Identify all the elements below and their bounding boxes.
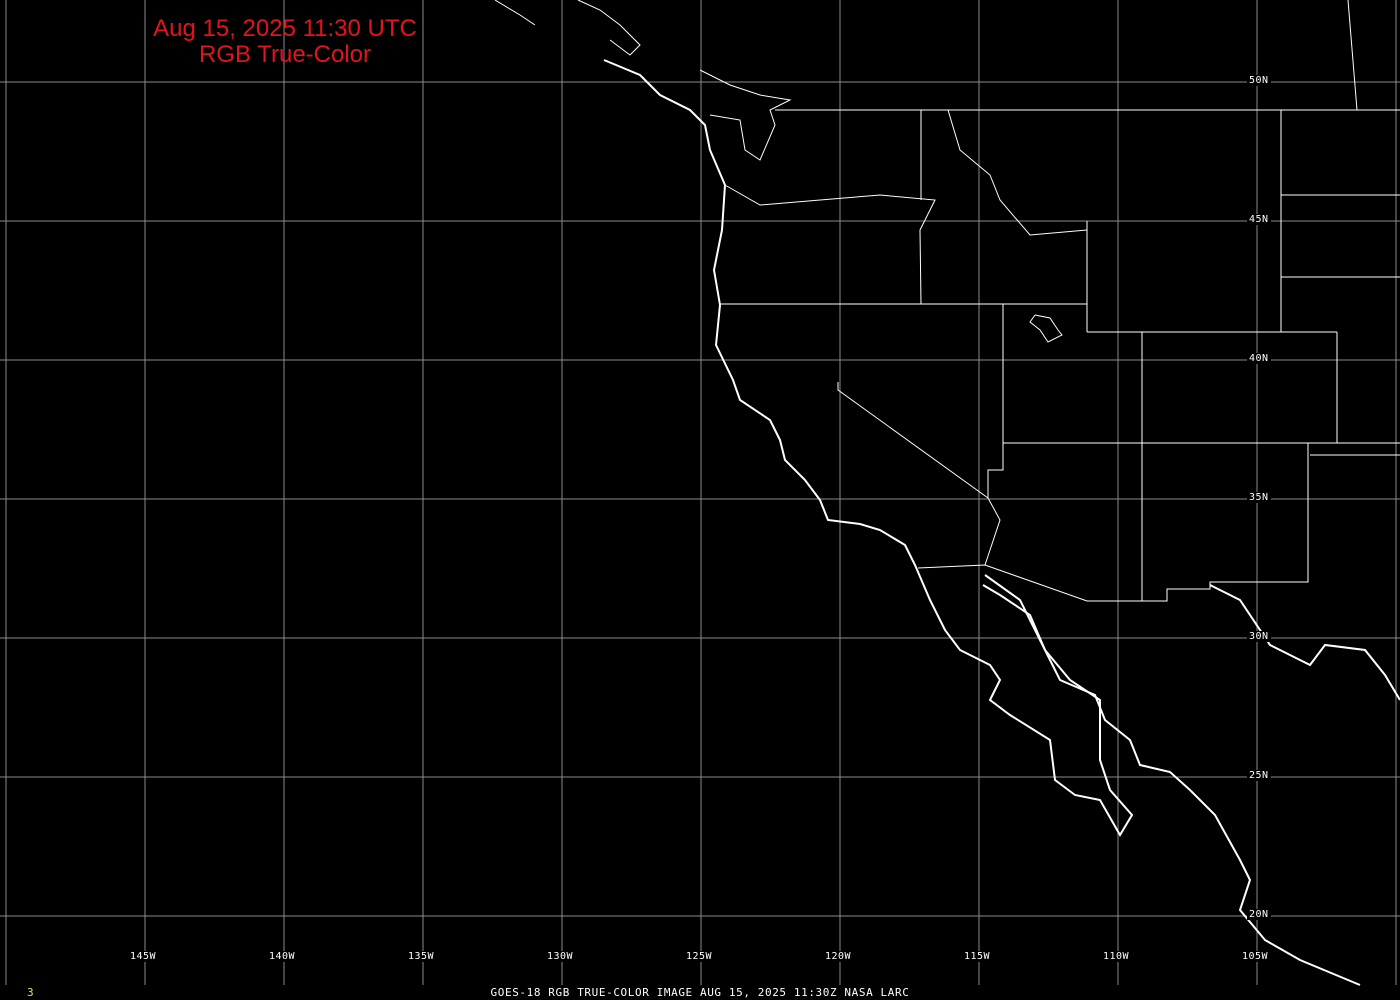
- coastline-baja-california: [603, 59, 1134, 837]
- title-timestamp: Aug 15, 2025 11:30 UTC: [153, 15, 417, 42]
- frame-number: 3: [27, 986, 34, 999]
- title-product: RGB True-Color: [198, 41, 372, 68]
- great-salt-lake: [1029, 314, 1063, 343]
- coastline-canada: [494, 0, 536, 26]
- longitude-label: 130W: [547, 951, 574, 962]
- longitude-label: 135W: [408, 951, 435, 962]
- longitude-label: 105W: [1242, 951, 1269, 962]
- image-caption: GOES-18 RGB TRUE-COLOR IMAGE AUG 15, 202…: [490, 986, 910, 999]
- coastline-mexico-mainland: [984, 574, 1361, 986]
- longitude-label: 115W: [964, 951, 991, 962]
- state-border: [984, 304, 1004, 566]
- state-border: [947, 109, 1088, 236]
- latitude-label: 25N: [1247, 770, 1271, 781]
- state-border: [837, 382, 989, 499]
- latitude-label: 20N: [1247, 909, 1271, 920]
- longitude-label: 110W: [1103, 951, 1130, 962]
- latitude-label: 45N: [1247, 214, 1271, 225]
- latitude-label: 50N: [1247, 75, 1271, 86]
- latitude-label: 30N: [1247, 631, 1271, 642]
- state-border: [1347, 0, 1358, 111]
- longitude-label: 120W: [825, 951, 852, 962]
- state-border: [917, 443, 1309, 602]
- longitude-label: 125W: [686, 951, 713, 962]
- longitude-label: 140W: [269, 951, 296, 962]
- latitude-label: 35N: [1247, 492, 1271, 503]
- coastline-puget-sound: [699, 69, 792, 161]
- longitude-label: 145W: [130, 951, 157, 962]
- coastline-vancouver-island: [577, 0, 641, 56]
- coastline-mexico-north: [1209, 584, 1400, 701]
- state-border: [724, 184, 936, 305]
- latitude-label: 40N: [1247, 353, 1271, 364]
